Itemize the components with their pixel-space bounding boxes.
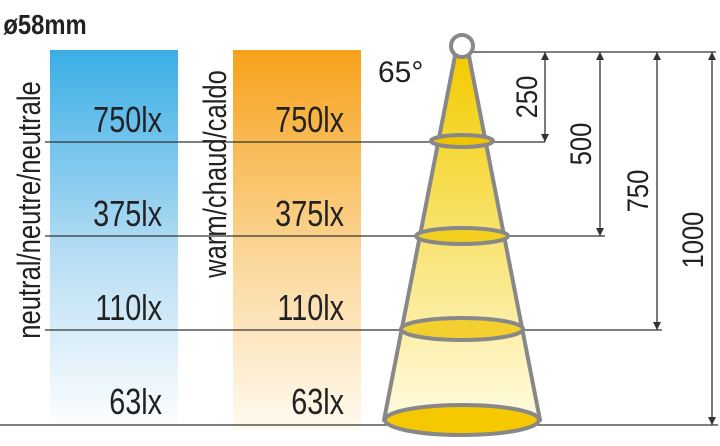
- lux-label: 110lx: [277, 287, 344, 328]
- lux-label: 375lx: [93, 193, 162, 234]
- beam-angle: 65°: [378, 56, 423, 89]
- distance-label: 750: [621, 170, 654, 213]
- level-lines: [0, 51, 718, 426]
- distance-label: 250: [510, 76, 543, 119]
- column-label: warm/chaud/caldo: [198, 70, 233, 279]
- lux-label: 63lx: [291, 381, 344, 422]
- neutral-column: [50, 50, 178, 430]
- distance-label: 500: [564, 123, 597, 166]
- lux-label: 750lx: [93, 99, 162, 140]
- lux-label: 110lx: [95, 287, 162, 328]
- column-label: neutral/neutre/neutrale: [12, 81, 47, 339]
- lamp: [449, 33, 475, 59]
- title: ø58mm: [3, 8, 86, 40]
- beam-rings: [383, 133, 541, 437]
- lux-label: 375lx: [275, 193, 344, 234]
- lux-label: 63lx: [109, 381, 162, 422]
- dimension-arrows: [541, 52, 716, 425]
- distance-label: 1000: [676, 212, 709, 269]
- lux-label: 750lx: [275, 99, 344, 140]
- warm-column: [233, 50, 361, 430]
